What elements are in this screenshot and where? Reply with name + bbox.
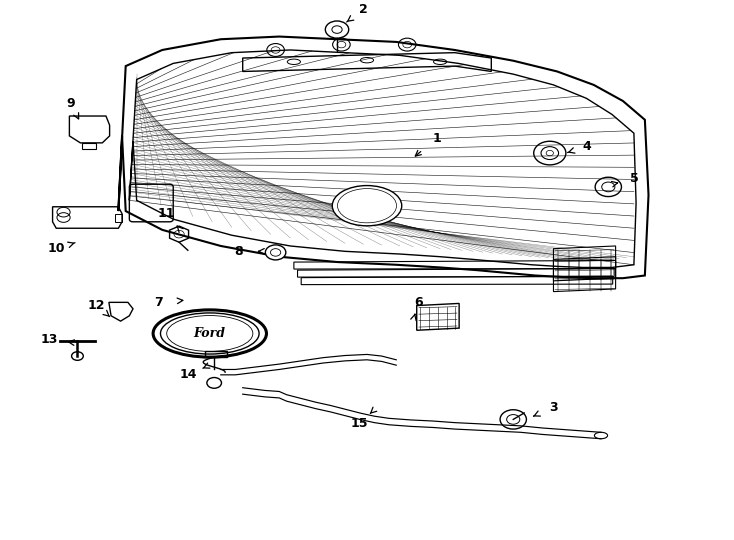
Text: 12: 12: [87, 299, 105, 312]
Text: 9: 9: [67, 97, 75, 110]
Text: 4: 4: [582, 140, 591, 153]
Text: 1: 1: [432, 132, 441, 145]
Text: 10: 10: [48, 242, 65, 255]
Ellipse shape: [333, 186, 401, 226]
Text: 15: 15: [351, 417, 368, 430]
Text: 5: 5: [630, 172, 639, 185]
Text: 14: 14: [179, 368, 197, 381]
Text: 6: 6: [414, 296, 423, 309]
Text: 3: 3: [549, 401, 558, 414]
Text: Ford: Ford: [194, 327, 226, 340]
Circle shape: [500, 410, 526, 429]
Text: 13: 13: [40, 333, 57, 347]
Text: 2: 2: [359, 3, 368, 16]
Circle shape: [534, 141, 566, 165]
Text: 11: 11: [157, 207, 175, 220]
Circle shape: [266, 245, 286, 260]
Text: 7: 7: [154, 296, 163, 309]
Text: 8: 8: [235, 245, 244, 258]
Circle shape: [595, 177, 622, 197]
